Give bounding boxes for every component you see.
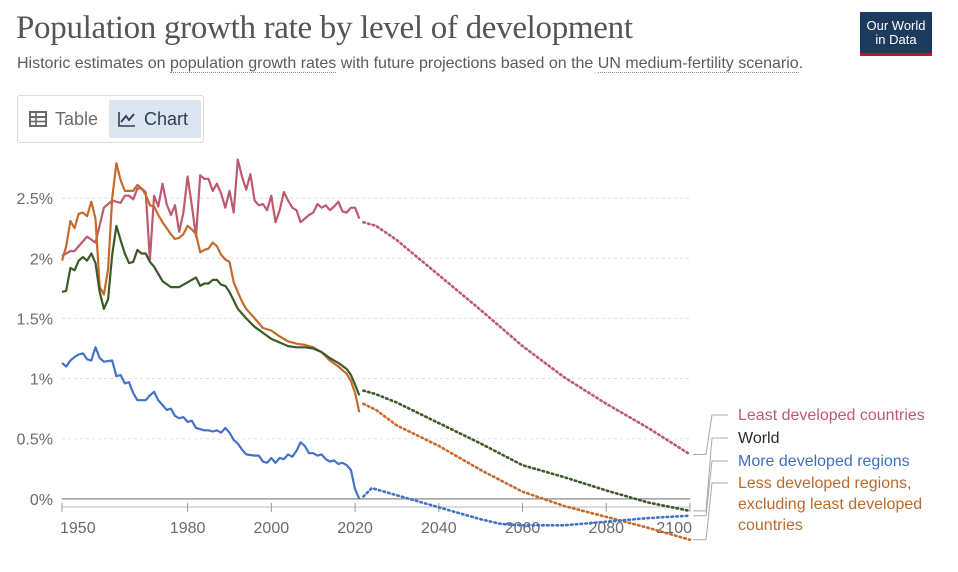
series-label[interactable]: Less developed regions, bbox=[738, 475, 911, 492]
x-tick-label: 2040 bbox=[421, 520, 457, 537]
series-line-projected[interactable] bbox=[362, 220, 692, 456]
owid-logo[interactable]: Our World in Data bbox=[860, 12, 932, 56]
series-line-historic[interactable] bbox=[61, 158, 361, 261]
x-tick-label: 2020 bbox=[337, 520, 373, 537]
x-axis: 1950 1980 2000 2020 2040 2060 2080 2100 bbox=[60, 503, 692, 537]
logo-line-2: in Data bbox=[875, 31, 917, 47]
y-tick-label: 0.5% bbox=[17, 432, 53, 449]
series-line-projected[interactable] bbox=[362, 402, 692, 542]
gridlines bbox=[62, 197, 690, 500]
series-line-historic[interactable] bbox=[60, 162, 361, 413]
series-labels: Least developed countries World More devel… bbox=[693, 407, 925, 541]
page-title: Population growth rate by level of devel… bbox=[16, 10, 633, 46]
y-tick-label: 0% bbox=[30, 492, 53, 509]
series-label[interactable]: Least developed countries bbox=[738, 407, 925, 424]
x-tick-label: 2060 bbox=[505, 520, 541, 537]
series-label[interactable]: countries bbox=[738, 517, 803, 534]
table-icon bbox=[29, 111, 47, 127]
label-connector bbox=[693, 482, 728, 541]
population-growth-rates-link[interactable]: population growth rates bbox=[169, 55, 337, 73]
y-tick-label: 2.5% bbox=[17, 191, 53, 208]
series-label[interactable]: World bbox=[738, 430, 780, 447]
x-tick-label: 1980 bbox=[170, 520, 206, 537]
label-connector bbox=[693, 437, 728, 512]
series-line-historic[interactable] bbox=[61, 346, 361, 500]
subtitle-text-2: with future projections based on the bbox=[336, 55, 598, 72]
series-label[interactable]: More developed regions bbox=[738, 453, 910, 470]
logo-line-1: Our World bbox=[866, 17, 926, 33]
x-tick-label: 2000 bbox=[254, 520, 290, 537]
un-scenario-link[interactable]: UN medium-fertility scenario bbox=[597, 55, 799, 73]
series-label[interactable]: excluding least developed bbox=[738, 496, 922, 513]
view-tabs: Table Chart bbox=[17, 95, 204, 143]
tab-table-label: Table bbox=[55, 108, 99, 129]
y-tick-label: 2% bbox=[30, 251, 53, 268]
subtitle-text-3: . bbox=[798, 55, 804, 72]
subtitle: Historic estimates on population growth … bbox=[17, 55, 803, 73]
series-line-projected[interactable] bbox=[362, 486, 692, 527]
label-connector bbox=[693, 414, 728, 455]
chart-icon bbox=[118, 112, 135, 127]
series-line-projected[interactable] bbox=[362, 389, 692, 513]
subtitle-text-1: Historic estimates on bbox=[17, 55, 170, 72]
tab-chart[interactable]: Chart bbox=[109, 100, 201, 138]
tab-chart-label: Chart bbox=[144, 108, 189, 129]
line-chart: 0% 0.5% 1% 1.5% 2% 2.5% 1950 1980 2000 2020 2040 2… bbox=[17, 158, 925, 542]
y-tick-label: 1.5% bbox=[17, 311, 53, 328]
x-tick-label: 1950 bbox=[60, 520, 96, 537]
y-tick-label: 1% bbox=[30, 372, 53, 389]
y-axis: 0% 0.5% 1% 1.5% 2% 2.5% bbox=[17, 191, 53, 509]
x-tick-label: 2080 bbox=[588, 520, 624, 537]
series-lines bbox=[60, 158, 692, 542]
series-line-historic[interactable] bbox=[61, 224, 361, 396]
label-connector bbox=[693, 460, 728, 517]
tab-table[interactable]: Table bbox=[24, 100, 112, 138]
